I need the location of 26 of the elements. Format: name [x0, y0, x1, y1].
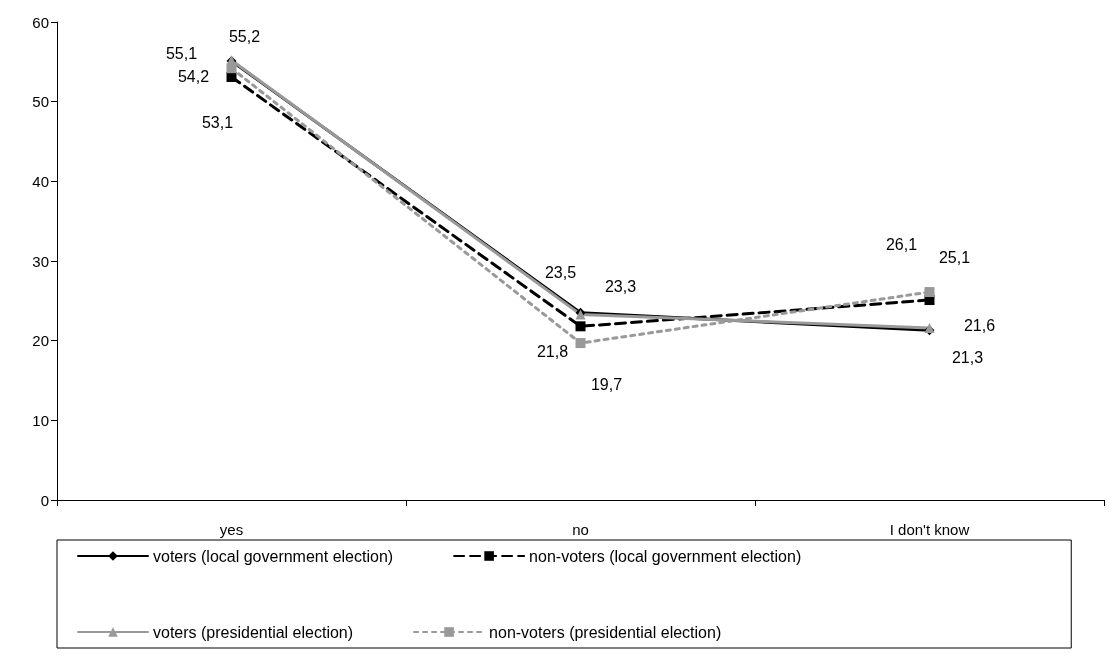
y-tick-label: 0: [40, 491, 49, 509]
x-tick-label: no: [572, 521, 589, 538]
x-tick-label: yes: [219, 521, 244, 538]
legend-label: non-voters (local government election): [529, 547, 802, 565]
data-label: 55,1: [165, 44, 198, 62]
x-tick-label: I don't know: [889, 521, 970, 538]
data-label: 23,3: [604, 277, 637, 295]
data-label: 54,2: [177, 67, 210, 85]
data-label: 53,1: [201, 114, 234, 132]
y-tick-label: 30: [32, 252, 49, 270]
y-tick-label: 60: [32, 13, 49, 31]
legend-label: voters (local government election): [153, 547, 394, 565]
data-label: 26,1: [885, 235, 918, 253]
y-tick-label: 40: [32, 172, 49, 190]
y-tick-label: 20: [32, 332, 49, 350]
data-label: 21,3: [951, 348, 984, 366]
data-label: 21,6: [963, 317, 996, 335]
data-label: 21,8: [536, 342, 569, 360]
legend-label: voters (presidential election): [153, 623, 354, 641]
y-tick-label: 50: [32, 93, 49, 111]
data-label: 55,2: [228, 27, 261, 45]
y-tick-label: 10: [32, 411, 49, 429]
data-label: 23,5: [544, 264, 577, 282]
data-label: 19,7: [590, 375, 623, 393]
legend-label: non-voters (presidential election): [489, 623, 722, 641]
data-label: 25,1: [938, 248, 971, 266]
